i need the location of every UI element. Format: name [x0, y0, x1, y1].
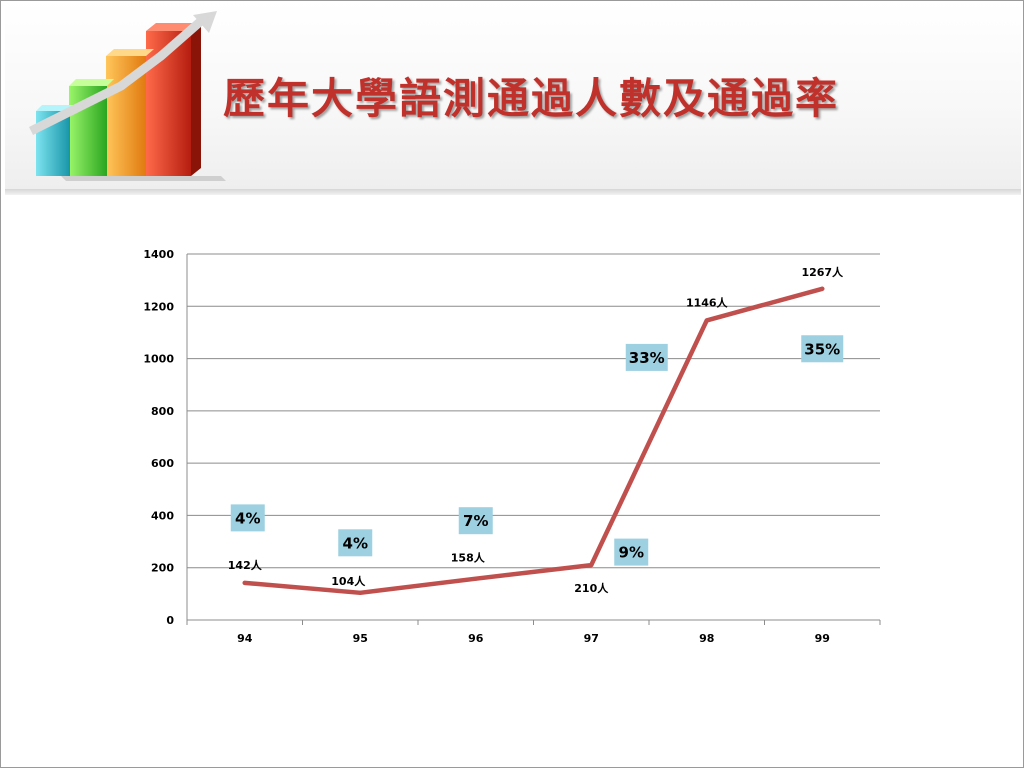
y-tick-label: 200: [151, 562, 174, 575]
x-tick-label: 98: [699, 632, 714, 645]
rate-label: 35%: [801, 335, 844, 363]
bar-chart-arrow-icon: [28, 11, 226, 181]
rate-label-text: 7%: [463, 512, 488, 530]
rate-label-box: [614, 538, 649, 566]
rate-label: 9%: [614, 538, 649, 566]
value-label: 158人: [451, 551, 486, 565]
page-title: 歷年大學語測通過人數及通過率: [223, 74, 840, 123]
x-tick-label: 97: [584, 632, 599, 645]
axes: [186, 254, 881, 625]
rate-label-box: [801, 335, 844, 363]
rate-labels: 4% 4% 7% 9% 33% 35%: [230, 335, 844, 566]
rate-label-box: [625, 343, 668, 371]
x-axis-ticks: 94 95 96 97 98 99: [237, 632, 830, 645]
data-point: [704, 318, 709, 323]
rate-label: 7%: [458, 507, 493, 535]
rate-label-box: [230, 504, 265, 532]
y-tick-label: 800: [151, 405, 174, 418]
value-label: 210人: [574, 581, 609, 595]
rate-label-text: 33%: [629, 349, 665, 367]
x-tick-label: 99: [815, 632, 830, 645]
x-tick-label: 94: [237, 632, 253, 645]
rate-label: 33%: [625, 343, 668, 371]
data-point: [473, 576, 478, 581]
data-point: [820, 286, 825, 291]
header-divider: [5, 189, 1021, 195]
value-label: 142人: [228, 558, 263, 572]
data-point: [589, 563, 594, 568]
value-label: 104人: [331, 574, 366, 588]
y-tick-label: 1200: [143, 300, 174, 313]
y-tick-label: 400: [151, 509, 174, 522]
y-tick-label: 1400: [143, 248, 174, 261]
rate-label-box: [458, 507, 493, 535]
value-label: 1146人: [686, 295, 729, 309]
series-line-path: [242, 286, 825, 596]
x-tick-label: 95: [353, 632, 368, 645]
y-axis-ticks: 0 200 400 600 800 1000 1200 1400: [143, 248, 174, 627]
value-label: 1267人: [801, 265, 844, 279]
data-point: [358, 590, 363, 595]
rate-label-text: 4%: [235, 509, 260, 527]
series-line: [242, 286, 825, 596]
y-tick-label: 1000: [143, 353, 174, 366]
rate-label-text: 35%: [804, 340, 840, 358]
y-tick-label: 600: [151, 457, 174, 470]
y-tick-label: 0: [166, 614, 174, 627]
rate-label: 4%: [338, 529, 373, 557]
rate-label-text: 9%: [619, 544, 644, 562]
value-labels: 142人 104人 158人 210人 1146人 1267人: [228, 265, 844, 595]
x-tick-label: 96: [468, 632, 484, 645]
rate-label-box: [338, 529, 373, 557]
rate-label-text: 4%: [343, 534, 368, 552]
data-point: [242, 580, 247, 585]
rate-label: 4%: [230, 504, 265, 532]
